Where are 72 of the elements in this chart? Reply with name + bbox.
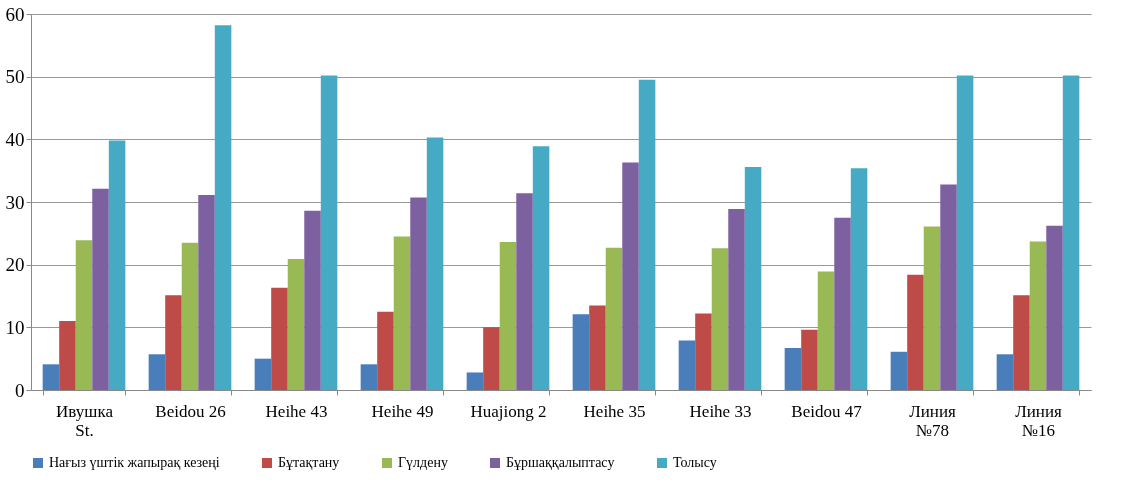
bar (1013, 295, 1030, 390)
bar (638, 79, 656, 390)
bar (499, 242, 517, 390)
bar (572, 314, 590, 390)
bar (410, 197, 427, 390)
bar (393, 236, 411, 390)
bar (678, 340, 696, 390)
x-tick-label: Линия №78 (909, 401, 956, 440)
bar (817, 271, 835, 390)
bar (996, 354, 1014, 390)
bar (360, 364, 378, 390)
y-tick-label: 0 (15, 379, 25, 401)
x-tick-label: Heihe 43 (265, 401, 328, 421)
bar (728, 208, 745, 390)
x-tick-label: Heihe 33 (689, 401, 752, 421)
bar (214, 25, 232, 390)
bar (92, 188, 109, 390)
bar (907, 274, 924, 390)
y-tick-label: 10 (5, 316, 25, 338)
bar (711, 248, 729, 390)
x-tick-label: Heihe 35 (583, 401, 646, 421)
bar (59, 321, 76, 390)
bar (532, 146, 550, 390)
x-tick-label: Beidou 47 (791, 401, 863, 421)
y-tick-label: 60 (5, 3, 25, 25)
bar (890, 351, 908, 390)
bar (850, 168, 868, 390)
bar (1029, 241, 1047, 390)
y-tick-label: 40 (5, 128, 25, 150)
legend-label: Толысу (673, 455, 717, 470)
legend-label: Бұтақтану (278, 455, 340, 470)
x-tick-label: Huajiong 2 (470, 401, 547, 421)
bar (254, 358, 272, 390)
x-tick-label: Beidou 26 (155, 401, 226, 421)
y-tick-label: 50 (5, 66, 25, 88)
x-tick-label: Heihe 49 (371, 401, 434, 421)
bar (605, 247, 623, 390)
bar (589, 305, 606, 390)
bar (42, 364, 60, 390)
bar (75, 240, 93, 390)
x-tick-label: Ивушка St. (56, 401, 114, 440)
bar (956, 75, 974, 390)
bar (466, 372, 484, 390)
bar (108, 140, 126, 390)
bar (426, 137, 444, 390)
bar (304, 210, 321, 390)
y-tick-label: 20 (5, 254, 25, 276)
x-tick-label: Линия №16 (1015, 401, 1062, 440)
bar (377, 311, 394, 390)
legend-label: Гүлдену (398, 455, 448, 470)
bar (923, 226, 941, 390)
bar (287, 259, 305, 390)
bar (1046, 225, 1063, 390)
bar (695, 313, 712, 390)
bar (784, 348, 802, 390)
bar (516, 193, 533, 390)
bar (271, 287, 288, 390)
bar (834, 217, 851, 390)
bar (320, 75, 338, 390)
bar (801, 329, 818, 390)
bar (181, 242, 199, 390)
legend-label: Бұршаққалыптасу (506, 455, 615, 470)
bar (1062, 75, 1080, 390)
bar (622, 162, 639, 390)
y-tick-label: 30 (5, 191, 25, 213)
legend-label: Нағыз үштік жапырақ кезеңі (49, 455, 220, 470)
bar (483, 327, 500, 390)
bar (198, 195, 215, 390)
bar (165, 295, 182, 390)
bar (148, 354, 166, 390)
bar (744, 166, 762, 390)
bar (940, 184, 957, 390)
